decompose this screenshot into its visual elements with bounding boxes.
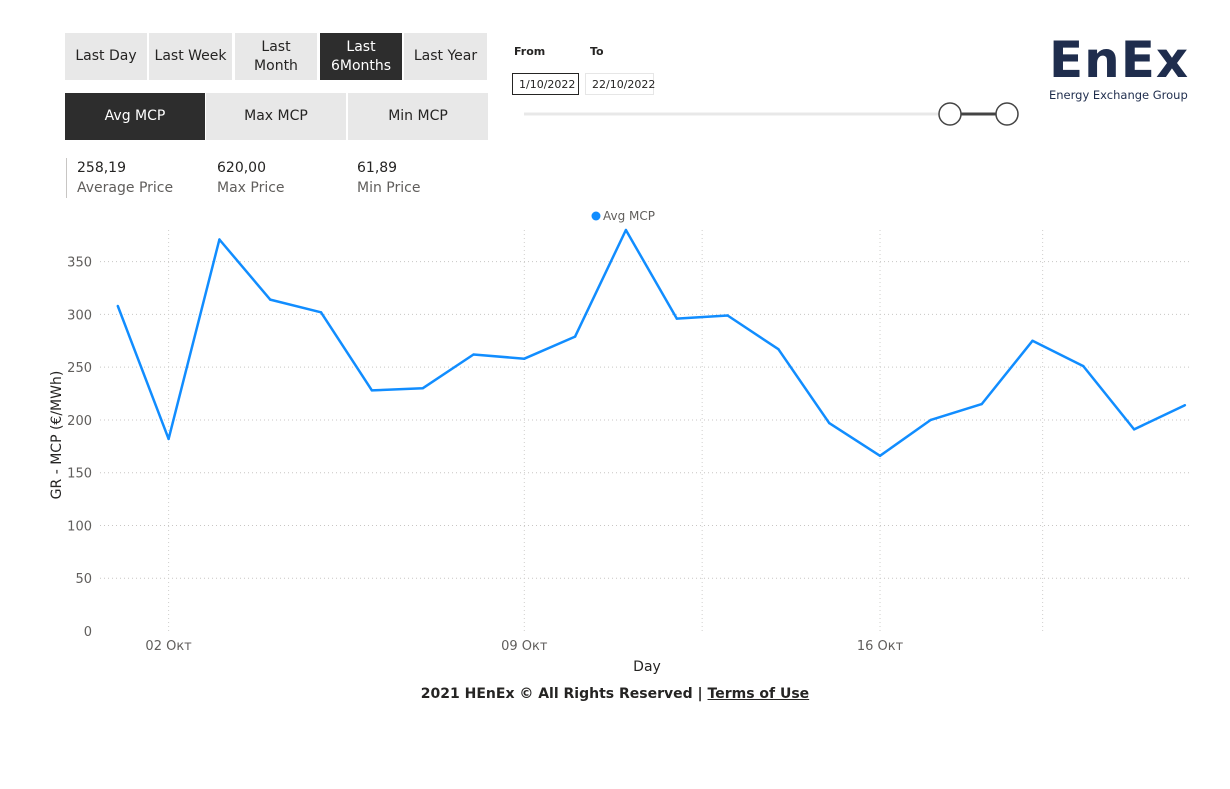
button-label: Last Month xyxy=(254,38,298,74)
series-points xyxy=(116,228,1187,458)
period-button-last-6months[interactable]: Last 6Months xyxy=(320,33,402,80)
to-label: To xyxy=(590,45,604,58)
button-label: Last Year xyxy=(413,48,478,64)
button-label: Last Week xyxy=(154,48,227,64)
y-tick-label: 100 xyxy=(67,519,92,534)
data-point xyxy=(116,304,119,308)
legend-label: Avg MCP xyxy=(603,209,655,223)
button-label: Avg MCP xyxy=(104,108,166,124)
y-tick-label: 350 xyxy=(67,256,92,271)
footer: 2021 HEnEx © All Rights Reserved | Terms… xyxy=(0,686,1230,702)
legend: Avg MCP xyxy=(591,209,655,223)
data-point xyxy=(777,348,780,351)
period-button-last-day[interactable]: Last Day xyxy=(65,33,147,80)
metric-button-avg-mcp[interactable]: Avg MCP xyxy=(65,93,205,140)
data-point xyxy=(472,353,475,356)
terms-of-use-link[interactable]: Terms of Use xyxy=(707,686,810,702)
y-tick-label: 250 xyxy=(67,361,92,376)
data-point xyxy=(573,335,577,338)
data-point xyxy=(523,357,526,360)
data-point xyxy=(421,387,424,390)
from-date-input[interactable]: 1/10/2022 xyxy=(512,73,579,95)
data-point xyxy=(624,228,628,232)
x-tick-label: 16 Окт xyxy=(857,639,904,654)
y-tick-label: 50 xyxy=(75,572,92,587)
y-tick-label: 200 xyxy=(67,414,92,429)
series-line-avg-mcp xyxy=(116,228,1186,458)
y-tick-label: 300 xyxy=(67,308,92,323)
min-price-label: Min Price xyxy=(357,180,421,196)
y-axis-title: GR - MCP (€/MWh) xyxy=(49,371,65,500)
avg-price-label: Average Price xyxy=(77,180,174,196)
period-button-last-month[interactable]: Last Month xyxy=(235,33,317,80)
max-price-label: Max Price xyxy=(217,180,285,196)
data-point xyxy=(980,402,983,406)
data-point xyxy=(370,389,374,392)
x-tick-label: 09 Окт xyxy=(501,639,548,654)
period-button-last-year[interactable]: Last Year xyxy=(404,33,487,80)
x-axis-title: Day xyxy=(633,659,661,675)
data-point xyxy=(1183,403,1187,407)
period-button-last-week[interactable]: Last Week xyxy=(149,33,232,80)
data-point xyxy=(1132,428,1136,431)
button-label: Max MCP xyxy=(244,108,308,124)
mcp-line-chart: 0 50 100 150 200 250 300 350 02 Окт 09 Окт 16 Окт… xyxy=(49,209,1190,675)
x-axis-ticks: 02 Окт 09 Окт 16 Окт xyxy=(145,639,903,654)
slider-handle-start[interactable] xyxy=(938,102,962,126)
y-tick-label: 150 xyxy=(67,467,92,482)
logo-text: EnEx xyxy=(1049,31,1190,89)
button-label: Last 6Months xyxy=(330,38,392,74)
date-range-slider[interactable] xyxy=(520,100,1025,130)
metric-button-max-mcp[interactable]: Max MCP xyxy=(206,93,346,140)
data-point xyxy=(726,314,729,317)
data-point xyxy=(319,311,323,314)
from-label: From xyxy=(514,45,546,58)
data-point xyxy=(1031,339,1034,343)
logo-tagline: Energy Exchange Group xyxy=(1049,88,1188,102)
data-point xyxy=(929,418,933,422)
avg-price-value: 258,19 xyxy=(77,160,126,176)
min-price-value: 61,89 xyxy=(357,160,398,176)
x-tick-label: 02 Окт xyxy=(145,639,192,654)
button-label: Min MCP xyxy=(388,108,448,124)
max-price-value: 620,00 xyxy=(217,160,266,176)
y-tick-label: 0 xyxy=(84,625,92,640)
to-date-input[interactable]: 22/10/2022 xyxy=(585,73,655,95)
legend-marker xyxy=(591,211,601,221)
data-point xyxy=(828,421,831,425)
stats-divider xyxy=(66,158,67,198)
slider-handle-end[interactable] xyxy=(995,102,1019,126)
data-point xyxy=(269,298,272,301)
data-point xyxy=(1082,364,1085,368)
data-point xyxy=(218,238,221,241)
data-point xyxy=(675,317,678,320)
y-axis-ticks: 0 50 100 150 200 250 300 350 xyxy=(67,256,92,640)
metric-button-min-mcp[interactable]: Min MCP xyxy=(348,93,488,140)
data-point xyxy=(167,437,170,441)
button-label: Last Day xyxy=(75,48,137,64)
data-point xyxy=(878,454,882,458)
enex-logo: EnEx Energy Exchange Group xyxy=(1049,32,1189,107)
footer-text: 2021 HEnEx © All Rights Reserved | xyxy=(420,686,708,702)
